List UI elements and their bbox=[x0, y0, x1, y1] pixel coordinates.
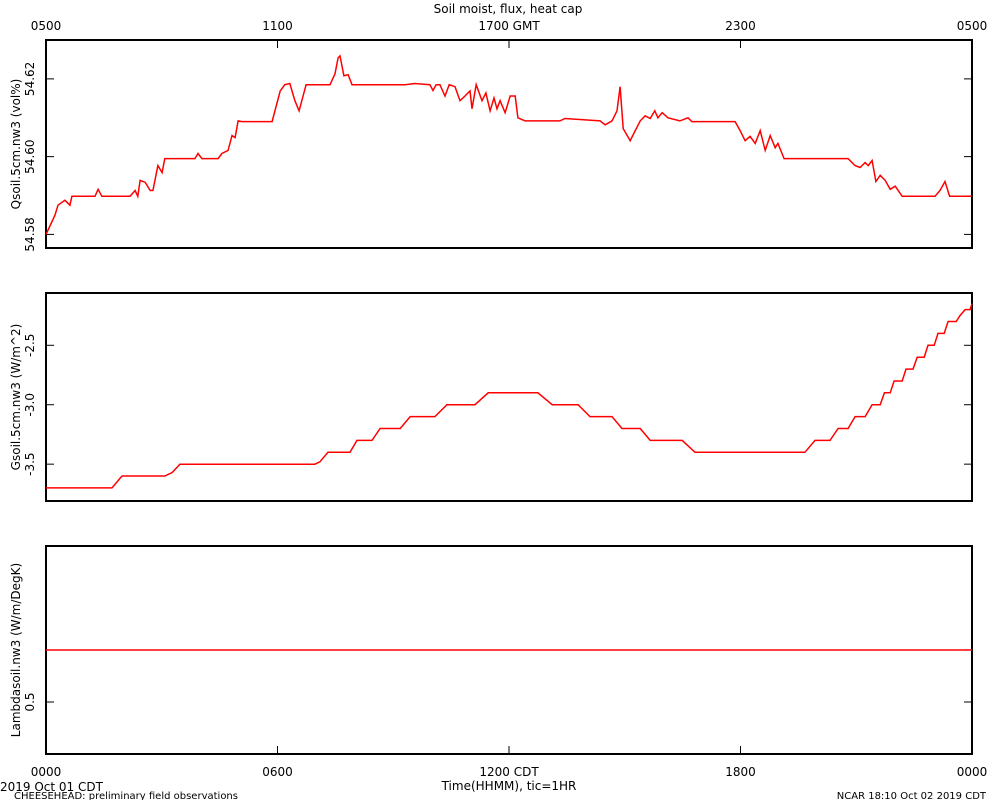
x-tick-label: 1800 bbox=[725, 765, 756, 779]
x-axis-label: Time(HHMM), tic=1HR bbox=[441, 779, 577, 793]
x2-tick-label: 1100 bbox=[262, 19, 293, 33]
y-axis-label: Qsoil.5cm.nw3 (vol%) bbox=[9, 79, 23, 210]
x-tick-label: 0600 bbox=[262, 765, 293, 779]
x2-tick-label: 0500 bbox=[31, 19, 62, 33]
x2-tick-label: 2300 bbox=[725, 19, 756, 33]
y-tick-label: -3.5 bbox=[23, 452, 37, 475]
y-tick-label: -2.5 bbox=[23, 334, 37, 357]
panel-frame bbox=[45, 292, 973, 502]
panel-frame bbox=[45, 39, 973, 249]
x-tick-label: 1200 CDT bbox=[479, 765, 539, 779]
y-tick-label: 54.62 bbox=[23, 62, 37, 96]
data-line bbox=[45, 54, 972, 235]
x-tick-label: 0000 bbox=[31, 765, 62, 779]
footer-project: CHEESEHEAD: preliminary field observatio… bbox=[14, 791, 238, 800]
y-tick-label: 0.5 bbox=[23, 692, 37, 711]
y-tick-label: 54.60 bbox=[23, 139, 37, 173]
chart-title: Soil moist, flux, heat cap bbox=[434, 2, 583, 16]
y-axis-label: Gsoil.5cm.nw3 (W/m^2) bbox=[9, 324, 23, 471]
x-tick-label: 0000 bbox=[957, 765, 988, 779]
x2-tick-label: 1700 GMT bbox=[478, 19, 540, 33]
y-tick-label: -3.0 bbox=[23, 393, 37, 416]
footer-stamp: NCAR 18:10 Oct 02 2019 CDT bbox=[837, 791, 987, 800]
x2-tick-label: 0500 bbox=[957, 19, 988, 33]
footer-date: 2019 Oct 01 CDT bbox=[0, 780, 104, 794]
y-axis-label: Lambdasoil.nw3 (W/m/DegK) bbox=[9, 563, 23, 737]
data-line bbox=[46, 303, 973, 489]
y-tick-label: 54.58 bbox=[23, 217, 37, 251]
